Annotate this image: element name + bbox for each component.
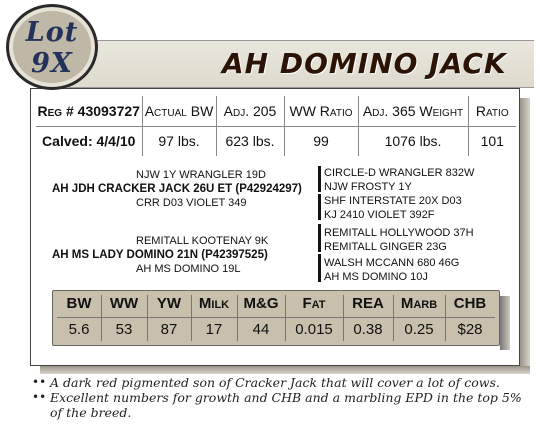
epd-header: Fat (302, 295, 326, 312)
lot-notes: •• A dark red pigmented son of Cracker J… (30, 375, 530, 420)
card-shadow-bottom (40, 366, 530, 374)
lot-badge: Lot 9X (6, 4, 98, 90)
epd-panel: BW 5.6 WW 53 YW 87 Milk 17 M&G 44 Fat 0.… (52, 290, 500, 346)
pedigree-ancestor: KJ 2410 VIOLET 392F (324, 209, 435, 221)
bullet-icon: •• (32, 390, 47, 404)
header-ratio: Ratio (468, 96, 516, 127)
epd-separator (191, 295, 192, 341)
pedigree-bracket (318, 166, 321, 192)
epd-rea: REA 0.38 (343, 291, 393, 345)
epd-header: M&G (243, 295, 279, 312)
epd-separator (147, 295, 148, 341)
epd-value: 5.6 (68, 321, 90, 338)
pedigree-ancestor: REMITALL GINGER 23G (324, 241, 447, 253)
epd-value: $28 (457, 321, 483, 338)
epd-ww: WW 53 (101, 291, 147, 345)
header-actual-bw: Actual BW (142, 96, 217, 127)
epd-separator (101, 295, 102, 341)
epd-chb: CHB $28 (445, 291, 495, 345)
performance-header-row: Reg # 43093727 Actual BW Adj. 205 WW Rat… (36, 96, 516, 127)
pedigree-ancestor: NJW FROSTY 1Y (324, 181, 412, 193)
pedigree-ancestor: SHF INTERSTATE 20X D03 (324, 195, 462, 207)
pedigree-ancestor: CIRCLE-D WRANGLER 832W (324, 167, 475, 179)
card-shadow-right (520, 98, 530, 372)
note-item: •• A dark red pigmented son of Cracker J… (30, 375, 530, 390)
note-text: Excellent numbers for growth and CHB and… (50, 390, 522, 420)
epd-bw: BW 5.6 (57, 291, 101, 345)
pedigree-bracket (318, 194, 321, 220)
epd-shadow (500, 296, 510, 350)
epd-header: YW (156, 295, 182, 312)
pedigree-sire-sire: NJW 1Y WRANGLER 19D (136, 169, 266, 181)
value-adj-365: 1076 lbs. (358, 126, 469, 156)
pedigree-bracket (318, 224, 321, 252)
epd-yw: YW 87 (147, 291, 191, 345)
title-bar (68, 40, 534, 88)
header-ww-ratio: WW Ratio (284, 96, 359, 127)
lot-title: AH DOMINO JACK 9X (222, 47, 507, 124)
pedigree-sire: AH JDH CRACKER JACK 26U ET (P42924297) (52, 183, 302, 195)
bullet-icon: •• (32, 375, 47, 389)
epd-header: Milk (198, 295, 230, 312)
value-actual-bw: 97 lbs. (142, 126, 217, 156)
lot-badge-label: Lot (25, 17, 79, 48)
epd-marb: Marb 0.25 (393, 291, 445, 345)
calved-date: Calved: 4/4/10 (36, 126, 143, 156)
epd-value: 17 (205, 321, 223, 338)
epd-header: CHB (453, 295, 487, 312)
pedigree-sire-dam: CRR D03 VIOLET 349 (136, 197, 247, 209)
epd-separator (285, 295, 286, 341)
pedigree-dam-sire: REMITALL KOOTENAY 9K (136, 235, 269, 247)
lot-badge-number: 9X (31, 48, 73, 79)
pedigree-dam: AH MS LADY DOMINO 21N (P42397525) (52, 249, 268, 261)
epd-mg: M&G 44 (237, 291, 285, 345)
epd-value: 44 (252, 321, 270, 338)
header-adj-365: Adj. 365 Weight (358, 96, 469, 127)
note-item: •• Excellent numbers for growth and CHB … (30, 390, 530, 420)
epd-header: WW (109, 295, 139, 312)
epd-value: 87 (160, 321, 178, 338)
value-ww-ratio: 99 (284, 126, 359, 156)
performance-table: Reg # 43093727 Actual BW Adj. 205 WW Rat… (36, 96, 516, 156)
note-text: A dark red pigmented son of Cracker Jack… (50, 375, 500, 390)
performance-value-row: Calved: 4/4/10 97 lbs. 623 lbs. 99 1076 … (36, 126, 516, 156)
pedigree-dam-dam: AH MS DOMINO 19L (136, 263, 241, 275)
epd-separator (343, 295, 344, 341)
epd-header: Marb (400, 295, 438, 312)
epd-header: REA (352, 295, 384, 312)
header-adj-205: Adj. 205 (216, 96, 285, 127)
value-adj-205: 623 lbs. (216, 126, 285, 156)
epd-separator (237, 295, 238, 341)
pedigree-ancestor: REMITALL HOLLYWOOD 37H (324, 227, 474, 239)
epd-divider (57, 317, 495, 318)
registration-number: Reg # 43093727 (36, 96, 143, 127)
epd-value: 0.38 (353, 321, 383, 338)
epd-header: BW (66, 295, 92, 312)
pedigree-bracket (318, 254, 321, 282)
epd-milk: Milk 17 (191, 291, 237, 345)
epd-value: 0.015 (295, 321, 333, 338)
epd-value: 0.25 (404, 321, 434, 338)
value-ratio: 101 (480, 133, 504, 150)
pedigree-ancestor: WALSH MCCANN 680 46G (324, 257, 460, 269)
epd-value: 53 (115, 321, 133, 338)
epd-fat: Fat 0.015 (285, 291, 343, 345)
epd-separator (393, 295, 394, 341)
pedigree-ancestor: AH MS DOMINO 10J (324, 271, 428, 283)
epd-separator (445, 295, 446, 341)
